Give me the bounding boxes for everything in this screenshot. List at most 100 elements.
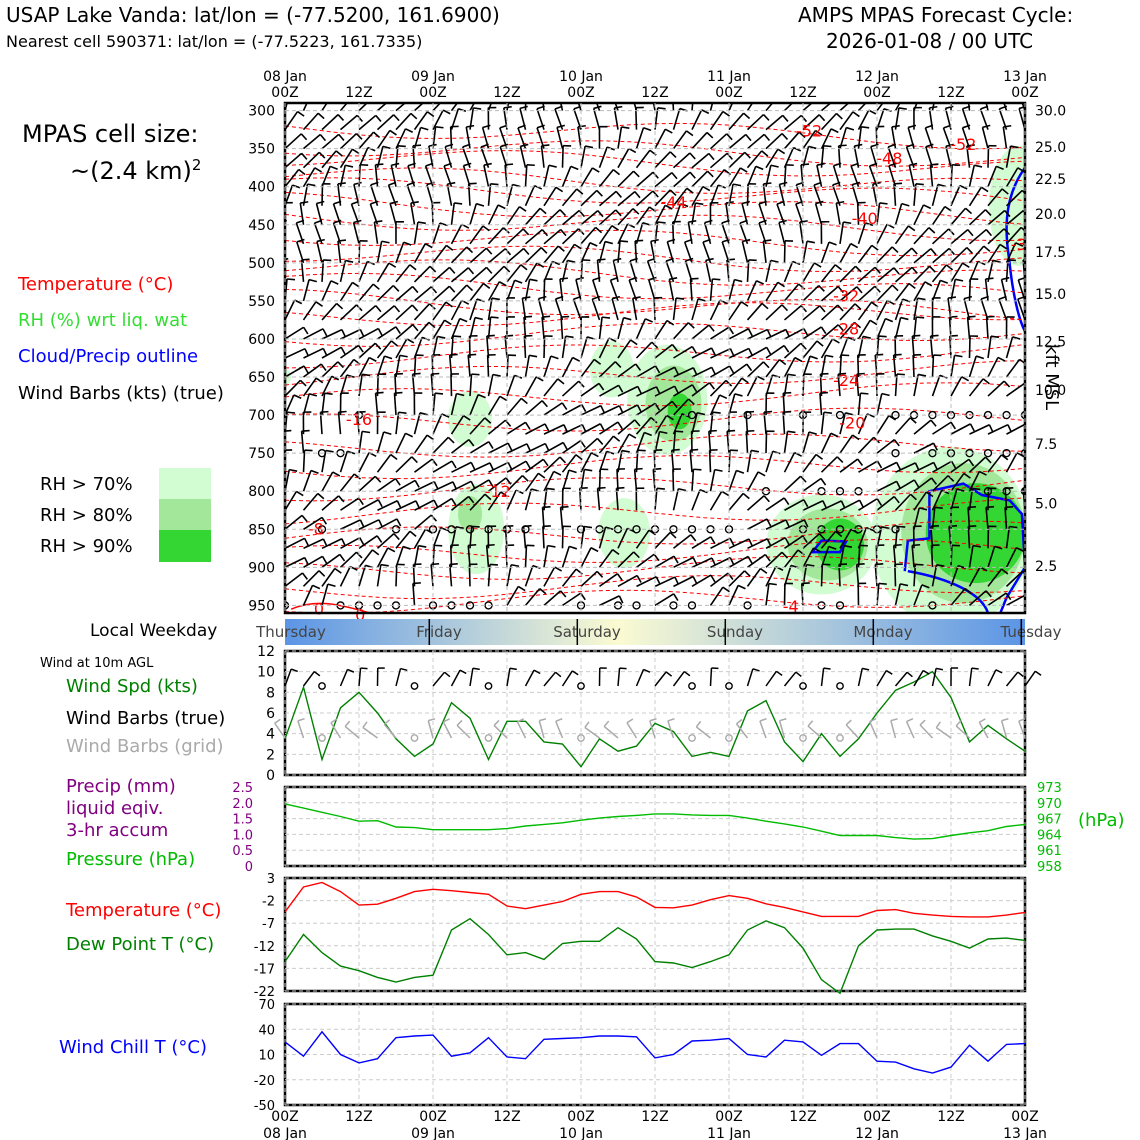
height-tick-label: 5.0 — [1035, 496, 1057, 512]
wind-barb — [413, 286, 432, 302]
wind-barb-flag — [729, 348, 735, 357]
wind-barb-flag — [847, 336, 856, 341]
wind-barb — [432, 222, 441, 245]
wind-barb — [802, 431, 810, 454]
wind-barb-flag — [832, 338, 840, 344]
wind-barb-grid — [759, 720, 767, 739]
wind-barb-flag — [505, 477, 512, 485]
wind-barb-flag — [298, 168, 306, 176]
wind-barb-flag — [708, 382, 715, 390]
wind-barb-flag — [856, 372, 865, 375]
height-tick-label: 12.5 — [1035, 334, 1066, 350]
wind-barb-flag — [359, 519, 365, 528]
wind-barb-grid-calm — [725, 734, 733, 742]
wind-barb-flag — [896, 373, 905, 376]
label-wind-barbs-grid: Wind Barbs (grid) — [66, 736, 224, 757]
bottom-axis-time: 12Z — [345, 1109, 372, 1125]
wind-barb-flag — [816, 162, 825, 167]
wind-barb — [316, 241, 323, 264]
wind-barb-flag — [398, 411, 407, 414]
wind-barb — [1006, 382, 1025, 397]
calm-wind-marker — [373, 601, 382, 610]
wind-barb-flag — [854, 265, 862, 273]
wind-barb-flag — [983, 87, 991, 89]
wind-barb — [506, 264, 522, 283]
wind-barb-flag — [925, 124, 934, 129]
wind-barb — [376, 533, 395, 549]
wind-barb-flag — [324, 392, 333, 396]
wind-barb-flag — [628, 276, 638, 281]
wind-barb — [950, 565, 959, 587]
wind-barb-flag — [459, 317, 468, 323]
wind-barb-flag — [333, 219, 342, 224]
wind-barb-flag — [301, 514, 308, 523]
wind-barb-grid-flag — [695, 720, 702, 728]
rh80-swatch — [159, 499, 211, 530]
wind-barb-flag — [630, 87, 638, 89]
wind-barb-true — [765, 670, 778, 687]
wind-barb — [617, 126, 623, 149]
wind-barb — [599, 384, 620, 397]
wind-barb-flag — [573, 243, 582, 250]
wind-barb — [524, 164, 528, 187]
wind-barb-flag — [618, 595, 624, 604]
wind-barb-true-flag — [643, 668, 651, 673]
wind-barb — [469, 225, 484, 245]
wind-tick-label: 4 — [266, 727, 275, 743]
wind-barb — [654, 593, 675, 607]
wind-barb-flag — [934, 506, 943, 510]
wind-barb — [285, 152, 303, 169]
wind-barb-flag — [406, 338, 415, 344]
wind-barb — [876, 318, 887, 340]
top-axis-time: 12Z — [493, 85, 520, 101]
wind-barb — [710, 537, 731, 550]
wind-barb-grid — [778, 720, 786, 739]
wind-barb — [487, 564, 491, 587]
pressure-tick-label: 973 — [1037, 781, 1062, 796]
wind-barb-flag — [285, 257, 289, 261]
wind-barb-flag — [745, 133, 752, 142]
wind-barb-flag — [619, 240, 629, 243]
wind-barb — [894, 374, 898, 397]
wind-barb-true — [709, 667, 713, 687]
wind-barb-true — [450, 669, 461, 687]
wind-barb — [395, 264, 411, 283]
wind-barb-flag — [412, 582, 421, 585]
wind-barb-flag — [766, 346, 772, 355]
wind-barb — [321, 328, 343, 340]
wind-barb — [395, 112, 412, 131]
wind-barb-flag — [600, 405, 606, 414]
wind-barb-flag — [650, 238, 659, 243]
wind-barb — [543, 424, 565, 435]
wind-barb — [487, 204, 499, 226]
wind-barb-flag — [544, 443, 550, 452]
wind-barb-flag — [836, 200, 845, 204]
wind-barb — [487, 395, 501, 416]
wind-barb — [931, 475, 949, 492]
wind-barb — [321, 583, 329, 606]
wind-barb — [839, 458, 859, 473]
wind-barb — [987, 166, 997, 188]
calm-wind-marker — [835, 525, 845, 534]
wind-barb — [855, 374, 860, 397]
wind-barb-grid — [456, 724, 471, 739]
wind-barb-flag — [1003, 228, 1011, 236]
wind-barb — [450, 415, 465, 435]
wind-barb — [340, 536, 361, 549]
wind-barb-flag — [483, 162, 492, 166]
wind-barb — [1004, 507, 1008, 530]
wind-barb-flag — [499, 395, 508, 402]
pressure-tick-label: 600 — [248, 332, 275, 348]
wind-barb-flag — [986, 315, 995, 318]
wind-barb — [747, 553, 766, 568]
wind-barb — [410, 202, 416, 225]
wind-barb — [358, 565, 367, 587]
station-title: USAP Lake Vanda: lat/lon = (-77.5200, 16… — [6, 3, 500, 27]
wind-barb — [414, 458, 433, 473]
wind-barb — [519, 146, 527, 168]
wind-barb — [598, 526, 607, 549]
wind-barb — [636, 402, 656, 416]
wind-barb-flag — [708, 429, 717, 433]
wind-barb-flag — [512, 183, 521, 188]
wind-barb — [636, 386, 657, 397]
